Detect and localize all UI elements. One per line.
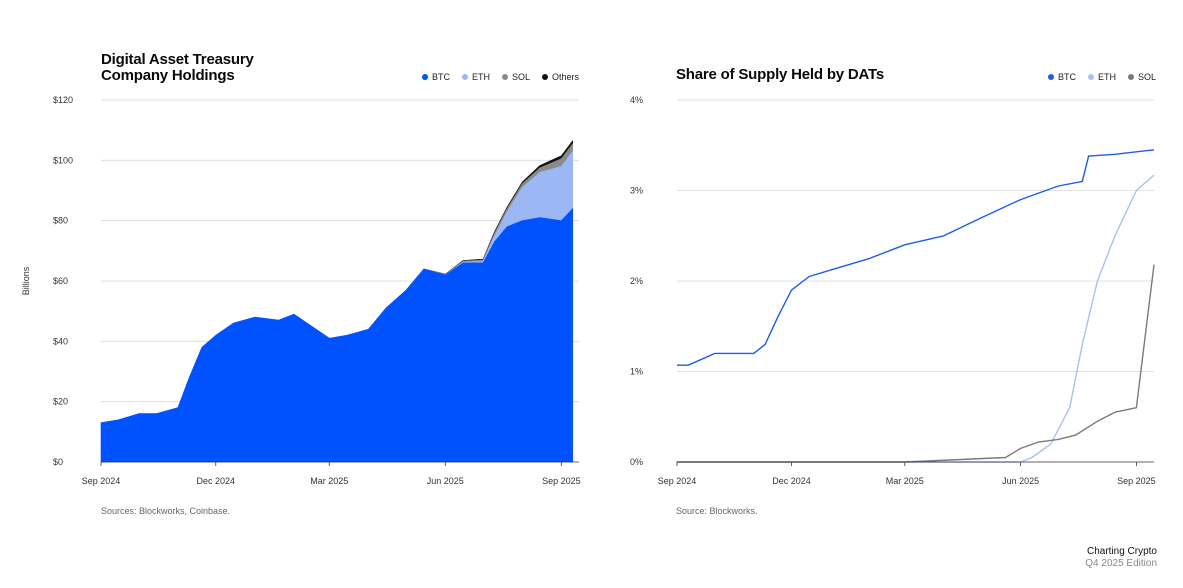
holdings-source: Sources: Blockworks, Coinbase. [101, 506, 231, 516]
x-tick-label: Sep 2025 [542, 476, 581, 486]
supply-share-chart-title: Share of Supply Held by DATs [676, 66, 885, 83]
x-tick-label: Sep 2024 [82, 476, 121, 486]
line-series-eth [677, 174, 1155, 463]
supply-share-source: Source: Blockworks. [676, 506, 758, 516]
legend-label: ETH [1097, 72, 1116, 82]
y-tick-label: $120 [53, 95, 73, 105]
area-series-btc [100, 208, 573, 463]
legend-label: ETH [471, 72, 490, 82]
legend-label: SOL [511, 72, 530, 82]
legend-item-btc: BTC [1047, 72, 1076, 82]
sol-swatch [501, 74, 508, 80]
eth-swatch [461, 74, 468, 80]
holdings-legend: BTC ETH SOL Others [421, 72, 579, 82]
holdings-title-line-1: Digital Asset Treasury [101, 51, 254, 68]
legend-label: BTC [431, 72, 450, 82]
holdings-chart-panel: Digital Asset Treasury Company Holdings … [0, 0, 600, 540]
legend-item-others: Others [541, 72, 579, 82]
x-tick-label: Jun 2025 [427, 476, 464, 486]
eth-swatch [1087, 74, 1094, 80]
y-tick-label: $0 [53, 457, 63, 467]
others-swatch [541, 74, 548, 80]
supply-share-chart-panel: Share of Supply Held by DATs BTC ETH SOL… [600, 0, 1183, 540]
x-tick-label: Jun 2025 [1002, 476, 1039, 486]
legend-label: BTC [1057, 72, 1076, 82]
legend-label: SOL [1137, 72, 1156, 82]
y-tick-label: $20 [53, 397, 68, 407]
y-tick-label: $60 [53, 276, 68, 286]
y-tick-label: 0% [630, 457, 643, 467]
btc-swatch [421, 74, 428, 80]
supply-share-legend: BTC ETH SOL [1047, 72, 1156, 82]
legend-label: Others [551, 72, 579, 82]
holdings-chart-plot: $0 $20 $40 $60 $80 $100 $120 Sep 2024 Dec 2024 Ma… [21, 95, 581, 486]
legend-item-sol: SOL [501, 72, 530, 82]
legend-item-eth: ETH [1087, 72, 1116, 82]
y-tick-label: $40 [53, 336, 68, 346]
legend-item-eth: ETH [461, 72, 490, 82]
legend-item-sol: SOL [1127, 72, 1156, 82]
legend-item-btc: BTC [421, 72, 450, 82]
supply-share-chart-plot: 0% 1% 2% 3% 4% Sep 2024 Dec 2024 Mar 2025 Jun 20… [630, 95, 1156, 486]
x-tick-label: Sep 2025 [1117, 476, 1156, 486]
x-tick-label: Dec 2024 [197, 476, 236, 486]
y-tick-label: 4% [630, 95, 643, 105]
y-tick-label: 2% [630, 276, 643, 286]
btc-swatch [1047, 74, 1054, 80]
x-tick-label: Mar 2025 [886, 476, 924, 486]
y-tick-label: 1% [630, 367, 643, 377]
holdings-title-line-2: Company Holdings [101, 67, 235, 84]
holdings-chart-title: Digital Asset Treasury Company Holdings [101, 52, 254, 84]
footer: Charting Crypto Q4 2025 Edition [1085, 546, 1157, 570]
y-tick-label: $80 [53, 216, 68, 226]
y-tick-label: 3% [630, 186, 643, 196]
line-series-btc [677, 149, 1155, 366]
x-tick-label: Mar 2025 [310, 476, 348, 486]
footer-brand: Charting Crypto [1086, 546, 1157, 557]
y-axis-label: Billions [21, 266, 31, 295]
x-tick-label: Sep 2024 [658, 476, 697, 486]
footer-edition: Q4 2025 Edition [1085, 558, 1157, 569]
y-tick-label: $100 [53, 155, 73, 165]
x-tick-label: Dec 2024 [772, 476, 811, 486]
sol-swatch [1127, 74, 1134, 80]
line-series-sol [677, 264, 1155, 463]
